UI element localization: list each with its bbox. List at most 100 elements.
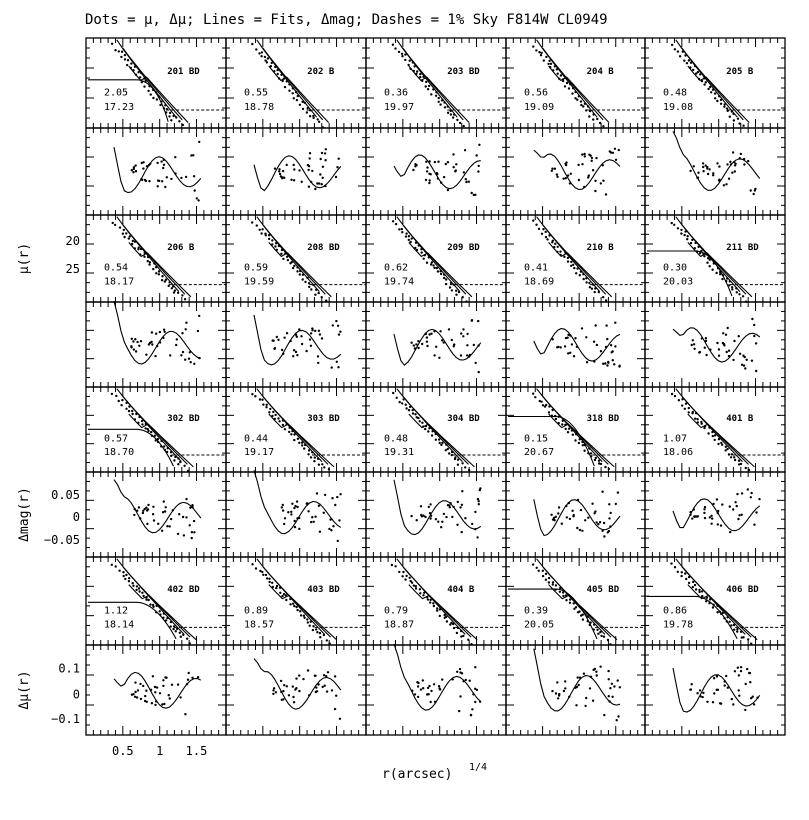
mu-dot xyxy=(581,444,584,447)
mu-dot xyxy=(306,276,309,280)
delta-mu-dot xyxy=(744,682,747,686)
delta-mu-dot xyxy=(154,703,157,707)
delta-mu-dot xyxy=(446,161,450,164)
mu-dot xyxy=(328,642,331,645)
residual-panel-404 xyxy=(365,644,507,736)
delta-mu-dot xyxy=(313,674,317,677)
delta-mag-line xyxy=(393,154,481,190)
mu-dot xyxy=(155,272,158,275)
mu-dot xyxy=(283,85,287,89)
delta-mu-dot xyxy=(703,508,706,511)
delta-mu-dot xyxy=(564,687,567,690)
delta-mu-dot xyxy=(703,505,707,509)
delta-mu-dot xyxy=(723,344,726,347)
mu-dot xyxy=(701,594,704,598)
mu-dot xyxy=(145,598,148,601)
delta-mu-dot xyxy=(429,503,432,506)
mu-dot xyxy=(163,445,166,448)
mu-dot xyxy=(268,577,271,580)
panel-value-2: 18.06 xyxy=(663,447,693,458)
mu-dot xyxy=(548,59,551,62)
mu-dot xyxy=(561,423,564,426)
delta-mu-dot xyxy=(289,339,292,343)
delta-mu-dot xyxy=(150,702,154,705)
delta-mu-dot xyxy=(441,520,444,523)
mu-dot xyxy=(280,252,283,255)
fit-line xyxy=(542,47,604,121)
mu-dot xyxy=(721,611,724,615)
mu-dot xyxy=(183,464,186,467)
mu-dot xyxy=(580,103,583,107)
delta-mu-dot xyxy=(442,512,446,516)
delta-mu-dot xyxy=(134,350,138,353)
mu-dot xyxy=(443,613,446,617)
fit-line xyxy=(687,242,753,298)
mu-dot xyxy=(144,427,147,430)
mu-dot xyxy=(254,395,257,398)
delta-mu-dot xyxy=(554,515,557,518)
mu-dot xyxy=(400,52,404,55)
delta-mu-dot xyxy=(564,336,568,340)
fit-line xyxy=(122,396,188,465)
mu-dot xyxy=(289,597,292,601)
mu-dot xyxy=(306,106,309,110)
delta-mu-dot xyxy=(437,160,440,163)
mu-dot xyxy=(556,250,559,254)
mu-dot xyxy=(742,636,745,639)
delta-mu-dot xyxy=(185,516,188,519)
delta-mu-dot xyxy=(331,324,334,327)
mu-dot xyxy=(686,235,689,238)
mu-dot xyxy=(273,417,276,421)
mu-dot xyxy=(147,89,150,93)
delta-mu-dot xyxy=(692,165,695,168)
panel-value-1: 0.44 xyxy=(244,433,268,444)
mu-dot xyxy=(141,423,144,426)
delta-mu-dot xyxy=(328,527,331,531)
delta-mu-dot xyxy=(190,536,193,540)
delta-mu-dot xyxy=(599,665,602,668)
mu-dot xyxy=(586,105,590,108)
fit-line xyxy=(88,601,177,640)
delta-mu-dot xyxy=(292,355,295,358)
mu-dot xyxy=(311,451,314,454)
delta-mu-dot xyxy=(416,685,420,688)
mu-dot xyxy=(670,221,673,225)
mu-dot xyxy=(724,445,727,448)
mu-dot xyxy=(456,626,460,630)
delta-mu-dot xyxy=(151,343,154,346)
mu-dot xyxy=(172,114,175,118)
mu-dot xyxy=(705,596,709,599)
delta-mu-dot xyxy=(469,714,473,717)
mu-dot xyxy=(269,407,272,411)
delta-mu-dot xyxy=(162,158,165,162)
delta-mu-dot xyxy=(464,517,467,520)
mu-dot xyxy=(143,77,146,80)
delta-mu-dot xyxy=(184,328,187,331)
delta-mu-dot xyxy=(613,147,617,150)
mu-dot xyxy=(555,68,558,71)
delta-mu-dot xyxy=(564,680,567,683)
mu-dot xyxy=(186,637,189,640)
delta-mu-dot xyxy=(272,687,276,690)
delta-mu-dot xyxy=(336,166,339,169)
delta-mu-dot xyxy=(294,333,298,336)
delta-mu-dot xyxy=(477,370,480,374)
mu-dot xyxy=(708,265,711,268)
delta-mu-dot xyxy=(607,669,610,673)
mu-dot xyxy=(400,227,403,231)
delta-mu-dot xyxy=(740,492,744,495)
mu-dot xyxy=(576,98,579,101)
mu-dot xyxy=(181,294,184,297)
mu-dot xyxy=(570,260,573,264)
mu-dot xyxy=(277,77,281,80)
mu-dot xyxy=(732,623,736,627)
mu-dot xyxy=(142,594,145,598)
mu-dot xyxy=(715,271,718,275)
panel-value-1: 0.59 xyxy=(244,263,268,274)
mu-dot xyxy=(410,581,414,584)
mu-dot xyxy=(698,588,701,592)
mu-dot xyxy=(445,615,448,619)
mu-dot xyxy=(404,578,407,581)
delta-mu-dot xyxy=(184,713,187,716)
